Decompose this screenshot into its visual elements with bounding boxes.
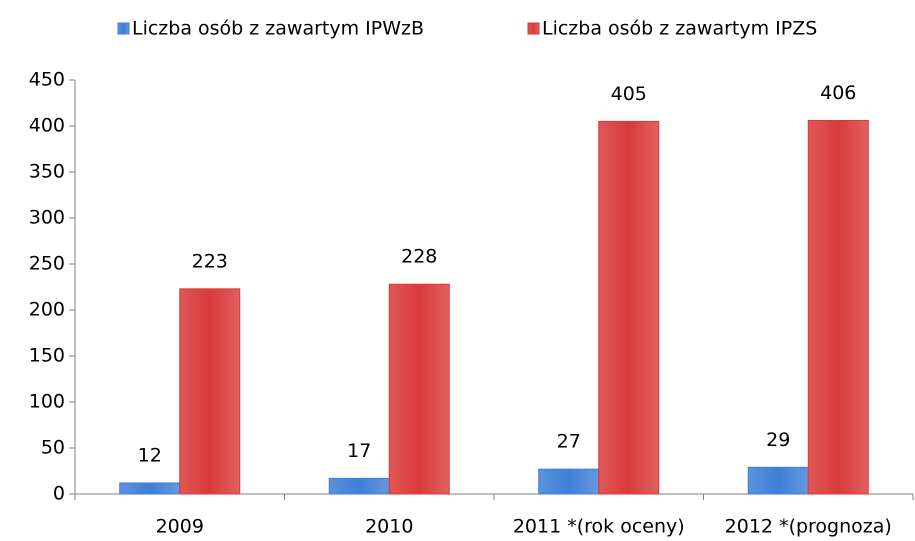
y-tick-label: 100 bbox=[29, 391, 65, 413]
x-tick-label: 2010 bbox=[365, 516, 413, 538]
y-tick-label: 0 bbox=[53, 483, 65, 505]
data-label: 228 bbox=[401, 246, 437, 268]
data-label: 29 bbox=[766, 429, 790, 451]
legend-label: Liczba osób z zawartym IPWzB bbox=[132, 18, 424, 40]
x-tick-label: 2011 *(rok oceny) bbox=[513, 516, 685, 538]
y-tick-label: 400 bbox=[29, 115, 65, 137]
data-label: 12 bbox=[138, 444, 162, 466]
data-label: 27 bbox=[557, 431, 581, 453]
data-label: 406 bbox=[820, 82, 856, 104]
bar bbox=[119, 482, 181, 495]
bar bbox=[598, 120, 660, 495]
x-tick-label: 2009 bbox=[156, 516, 204, 538]
data-label: 223 bbox=[192, 250, 228, 272]
y-tick-label: 250 bbox=[29, 253, 65, 275]
bar bbox=[538, 468, 600, 495]
y-tick-label: 350 bbox=[29, 161, 65, 183]
bar bbox=[747, 466, 809, 495]
bar bbox=[328, 477, 390, 495]
data-label: 17 bbox=[347, 440, 371, 462]
y-tick-label: 300 bbox=[29, 207, 65, 229]
bar bbox=[388, 283, 450, 495]
y-tick-label: 150 bbox=[29, 345, 65, 367]
y-tick-label: 200 bbox=[29, 299, 65, 321]
x-tick-label: 2012 *(prognoza) bbox=[725, 516, 892, 538]
y-tick-label: 450 bbox=[29, 69, 65, 91]
bar bbox=[807, 119, 869, 495]
legend-swatch bbox=[527, 22, 540, 35]
legend-swatch bbox=[117, 22, 130, 35]
legend-label: Liczba osób z zawartym IPZS bbox=[542, 18, 817, 40]
data-label: 405 bbox=[611, 83, 647, 105]
bar bbox=[179, 288, 241, 495]
y-tick-label: 50 bbox=[41, 437, 65, 459]
